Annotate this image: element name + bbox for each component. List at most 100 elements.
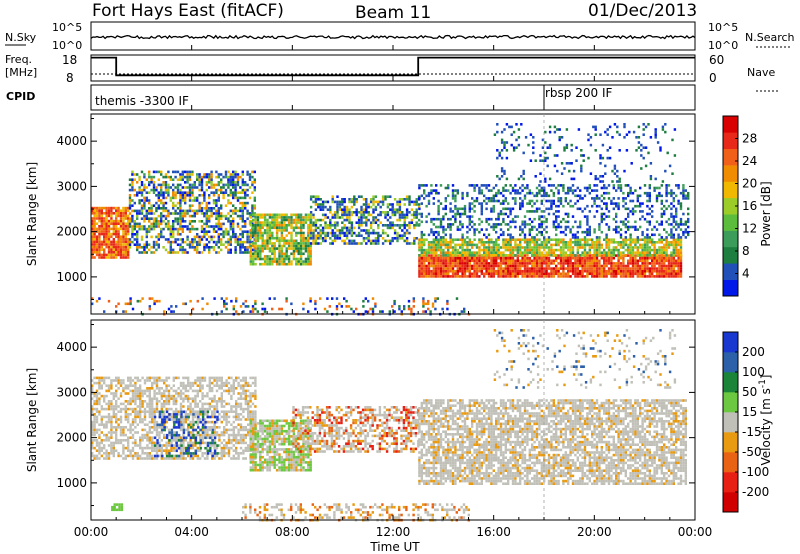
data-cell [122, 243, 125, 246]
data-cell [540, 199, 543, 203]
data-cell [427, 307, 430, 311]
data-cell [643, 236, 647, 239]
data-cell [567, 256, 570, 260]
data-cell [280, 247, 284, 250]
data-cell [672, 246, 675, 249]
data-cell [341, 231, 344, 235]
data-cell [663, 264, 666, 268]
data-cell [635, 149, 638, 152]
data-cell [227, 238, 230, 241]
data-cell [162, 191, 165, 194]
data-cell [304, 242, 308, 245]
data-cell [483, 264, 486, 268]
data-cell [124, 238, 127, 241]
data-cell [497, 264, 500, 268]
data-cell [459, 223, 462, 226]
data-cell [569, 246, 572, 249]
data-cell [205, 243, 208, 246]
data-cell [115, 227, 118, 231]
data-cell [529, 159, 533, 162]
data-cell [155, 170, 158, 174]
data-cell [552, 248, 555, 252]
data-cell [212, 191, 216, 194]
data-cell [615, 225, 618, 229]
data-cell [636, 251, 639, 254]
data-cell [321, 213, 325, 217]
data-cell [629, 254, 632, 257]
data-cell [372, 208, 375, 211]
data-cell [256, 255, 260, 258]
data-cell [667, 262, 671, 265]
data-cell [526, 246, 529, 249]
data-cell [540, 269, 543, 273]
data-cell [593, 241, 596, 244]
data-cell [627, 191, 630, 195]
data-cell [646, 238, 649, 241]
data-cell [531, 204, 534, 208]
data-cell [526, 256, 529, 260]
data-cell [321, 229, 325, 232]
data-cell [579, 241, 582, 244]
data-cell [511, 272, 515, 276]
data-cell [369, 198, 373, 201]
data-cell [432, 259, 435, 263]
data-cell [314, 208, 318, 211]
data-cell [241, 243, 244, 246]
data-cell [205, 220, 208, 223]
data-cell [631, 262, 635, 265]
data-cell [430, 189, 433, 192]
data-cell [660, 202, 663, 205]
data-cell [91, 232, 94, 236]
data-cell [112, 227, 115, 231]
data-cell [615, 246, 618, 249]
data-cell [617, 248, 620, 252]
data-cell [345, 211, 349, 214]
data-cell [280, 231, 284, 235]
data-cell [427, 241, 431, 244]
data-cell [504, 184, 507, 187]
data-cell [444, 251, 447, 254]
data-cell [266, 244, 269, 248]
data-cell [515, 123, 518, 126]
data-cell [468, 184, 471, 187]
data-cell [600, 269, 603, 273]
data-cell [580, 167, 583, 170]
data-cell [252, 229, 255, 232]
data-cell [468, 264, 471, 268]
data-cell [565, 146, 569, 149]
data-cell [442, 236, 445, 239]
data-cell [127, 217, 130, 220]
data-cell [559, 241, 563, 244]
data-cell [236, 238, 240, 241]
data-cell [569, 259, 572, 263]
data-cell [191, 188, 194, 192]
data-cell [191, 220, 194, 223]
data-cell [595, 189, 599, 192]
data-cell [393, 211, 397, 214]
data-cell [646, 269, 649, 273]
data-cell [338, 205, 342, 209]
data-cell [672, 251, 675, 254]
data-cell [280, 244, 284, 248]
data-cell [124, 302, 127, 306]
data-cell [568, 162, 571, 165]
data-cell [254, 242, 257, 245]
data-cell [581, 256, 584, 260]
data-cell [386, 213, 390, 217]
data-cell [324, 216, 327, 219]
data-cell [562, 189, 565, 192]
data-cell [461, 246, 464, 249]
data-cell [591, 256, 594, 260]
data-cell [299, 239, 303, 243]
data-cell [105, 253, 108, 257]
data-cell [377, 242, 380, 245]
data-cell [463, 310, 466, 313]
data-cell [432, 267, 435, 270]
data-cell [239, 238, 242, 241]
data-cell [304, 239, 308, 243]
data-cell [160, 214, 163, 218]
data-cell [507, 267, 510, 270]
data-cell [459, 243, 462, 247]
data-cell [538, 269, 541, 273]
data-cell [232, 178, 235, 181]
